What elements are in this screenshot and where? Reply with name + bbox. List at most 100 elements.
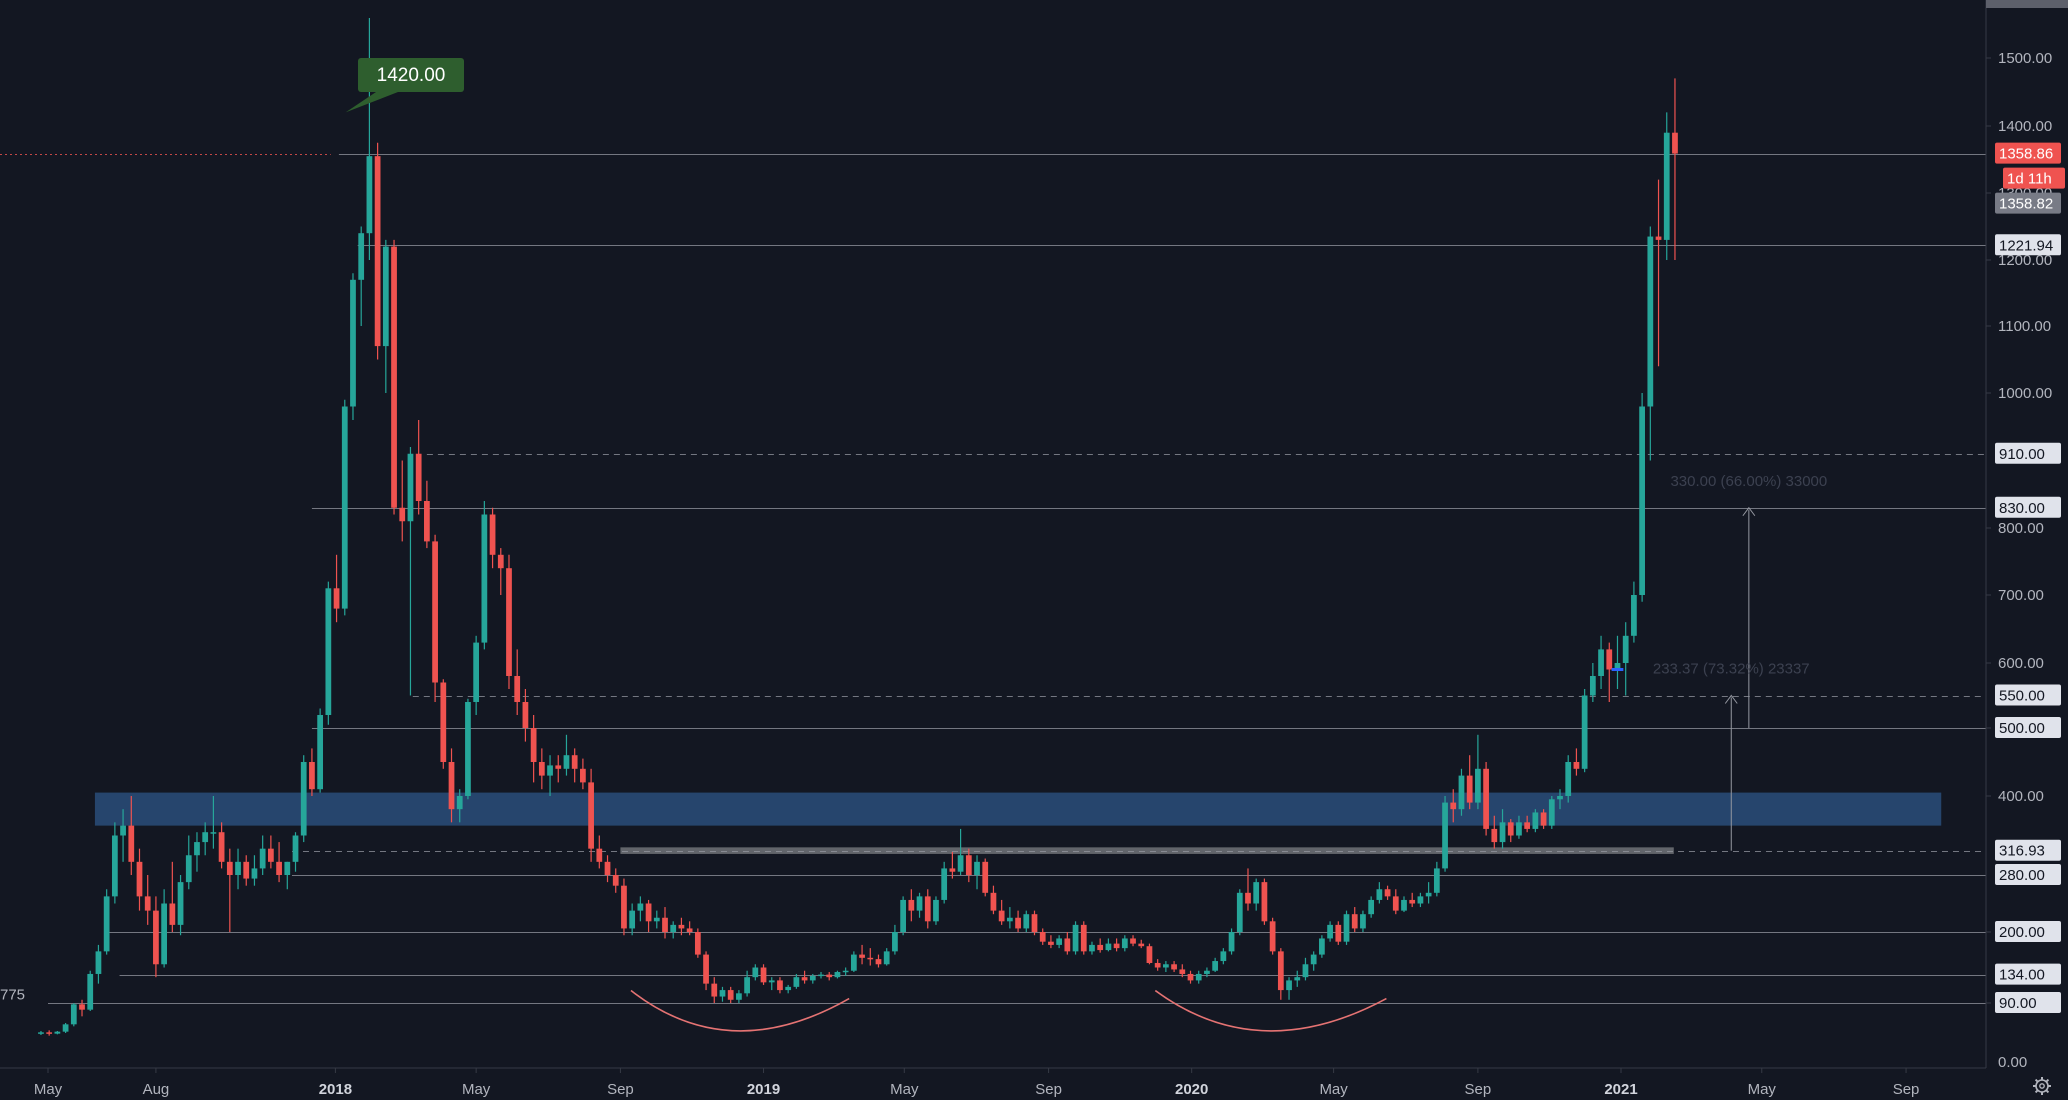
candle-body: [1015, 917, 1021, 929]
candle-body: [1195, 973, 1202, 981]
candle-body: [1672, 132, 1678, 154]
candle-body: [1130, 938, 1136, 944]
candle-body: [473, 642, 480, 702]
price-axis-top-label: [1986, 0, 2068, 8]
candle-body: [686, 928, 693, 932]
candle-body: [1507, 822, 1514, 836]
candle-body: [432, 541, 438, 683]
settings-gear-icon[interactable]: [2033, 1077, 2051, 1095]
candle-body: [120, 825, 126, 836]
candle-body: [1154, 962, 1161, 968]
y-tick-label: 700.00: [1998, 587, 2044, 604]
candle-body: [736, 993, 742, 1000]
candle-body: [251, 868, 258, 879]
candle-body: [1606, 649, 1613, 670]
price-badge: [1995, 992, 2061, 1013]
curves-layer: [630, 989, 1387, 1032]
candle-body: [612, 875, 619, 886]
candle-body: [859, 954, 865, 958]
x-tick-label: 2020: [1175, 1081, 1208, 1098]
x-tick-label: May: [1319, 1081, 1348, 1098]
candle-body: [1228, 932, 1235, 952]
candle-body: [875, 959, 882, 965]
candle-body: [1146, 946, 1153, 963]
price-badge-label: 830.00: [1999, 500, 2045, 517]
candle-body: [719, 990, 726, 997]
candle-body: [1343, 914, 1350, 942]
price-badge: [1995, 921, 2061, 942]
candle-body: [210, 832, 217, 834]
candle-body: [867, 957, 874, 960]
candle-body: [982, 861, 989, 893]
candle-body: [670, 924, 677, 932]
callout-label: 1420.00: [377, 65, 446, 86]
candle-body: [333, 588, 340, 609]
candle-body: [965, 855, 972, 875]
candle-body: [1589, 676, 1596, 696]
price-badge-label: 910.00: [1999, 446, 2045, 463]
candle-body: [1384, 889, 1391, 897]
candle-body: [136, 861, 143, 897]
candle-body: [391, 246, 397, 508]
measure-arrow: [1742, 506, 1756, 517]
candle-body: [103, 896, 110, 952]
candle-body: [1516, 822, 1522, 836]
candle-body: [46, 1032, 53, 1034]
candle-body: [547, 765, 553, 776]
candle-body: [1433, 868, 1440, 893]
price-badge-label: 1221.94: [1999, 237, 2053, 254]
callout-layer: 1420.00 775: [0, 58, 464, 1004]
candle-body: [382, 246, 389, 347]
candle-body: [785, 986, 792, 991]
candle-body: [1236, 892, 1243, 932]
candle-body: [998, 910, 1005, 922]
candle-body: [1319, 938, 1325, 955]
candle-body: [711, 983, 718, 997]
candle-body: [826, 974, 833, 978]
candle-body: [662, 917, 668, 932]
price-badge: [1995, 717, 2061, 738]
price-badge: [1995, 839, 2061, 861]
candle-body: [325, 588, 332, 715]
candle-body: [1039, 932, 1046, 942]
y-tick-label: 600.00: [1998, 655, 2044, 672]
price-badge: [1995, 442, 2061, 464]
candle-body: [1269, 921, 1276, 952]
candle-body: [456, 796, 463, 810]
candle-body: [1368, 899, 1375, 915]
candle-body: [530, 728, 537, 762]
candle-body: [54, 1031, 61, 1034]
candle-body: [38, 1032, 44, 1034]
candle-body: [1097, 944, 1104, 951]
candle-body: [604, 861, 611, 875]
candle-body: [169, 903, 176, 925]
candle-body: [1598, 649, 1604, 676]
candle-body: [1056, 938, 1063, 945]
candle-body: [292, 835, 299, 862]
candle-body: [243, 861, 250, 879]
candle-body: [703, 954, 709, 984]
y-tick-label: 1400.00: [1998, 118, 2052, 135]
candle-body: [1286, 980, 1292, 991]
candle-body: [629, 910, 636, 929]
candle-body: [1138, 943, 1145, 947]
candle-body: [1179, 969, 1186, 974]
candle-body: [1335, 924, 1342, 942]
candle-body: [226, 861, 233, 875]
candle-body: [481, 514, 488, 643]
candle-body: [924, 896, 931, 922]
candle-body: [448, 762, 455, 810]
candle-body: [1048, 941, 1054, 945]
candle-body: [79, 1004, 85, 1010]
candle-body: [218, 832, 225, 862]
rounding-curve: [1154, 989, 1387, 1032]
candle-body: [259, 848, 266, 869]
candle-body: [1105, 943, 1112, 951]
candle-body: [1113, 943, 1120, 949]
candle-body: [1548, 799, 1555, 826]
candle-body: [1212, 961, 1219, 971]
candle-body: [235, 861, 241, 875]
y-tick-label: 1500.00: [1998, 50, 2052, 67]
candle-body: [809, 975, 816, 981]
